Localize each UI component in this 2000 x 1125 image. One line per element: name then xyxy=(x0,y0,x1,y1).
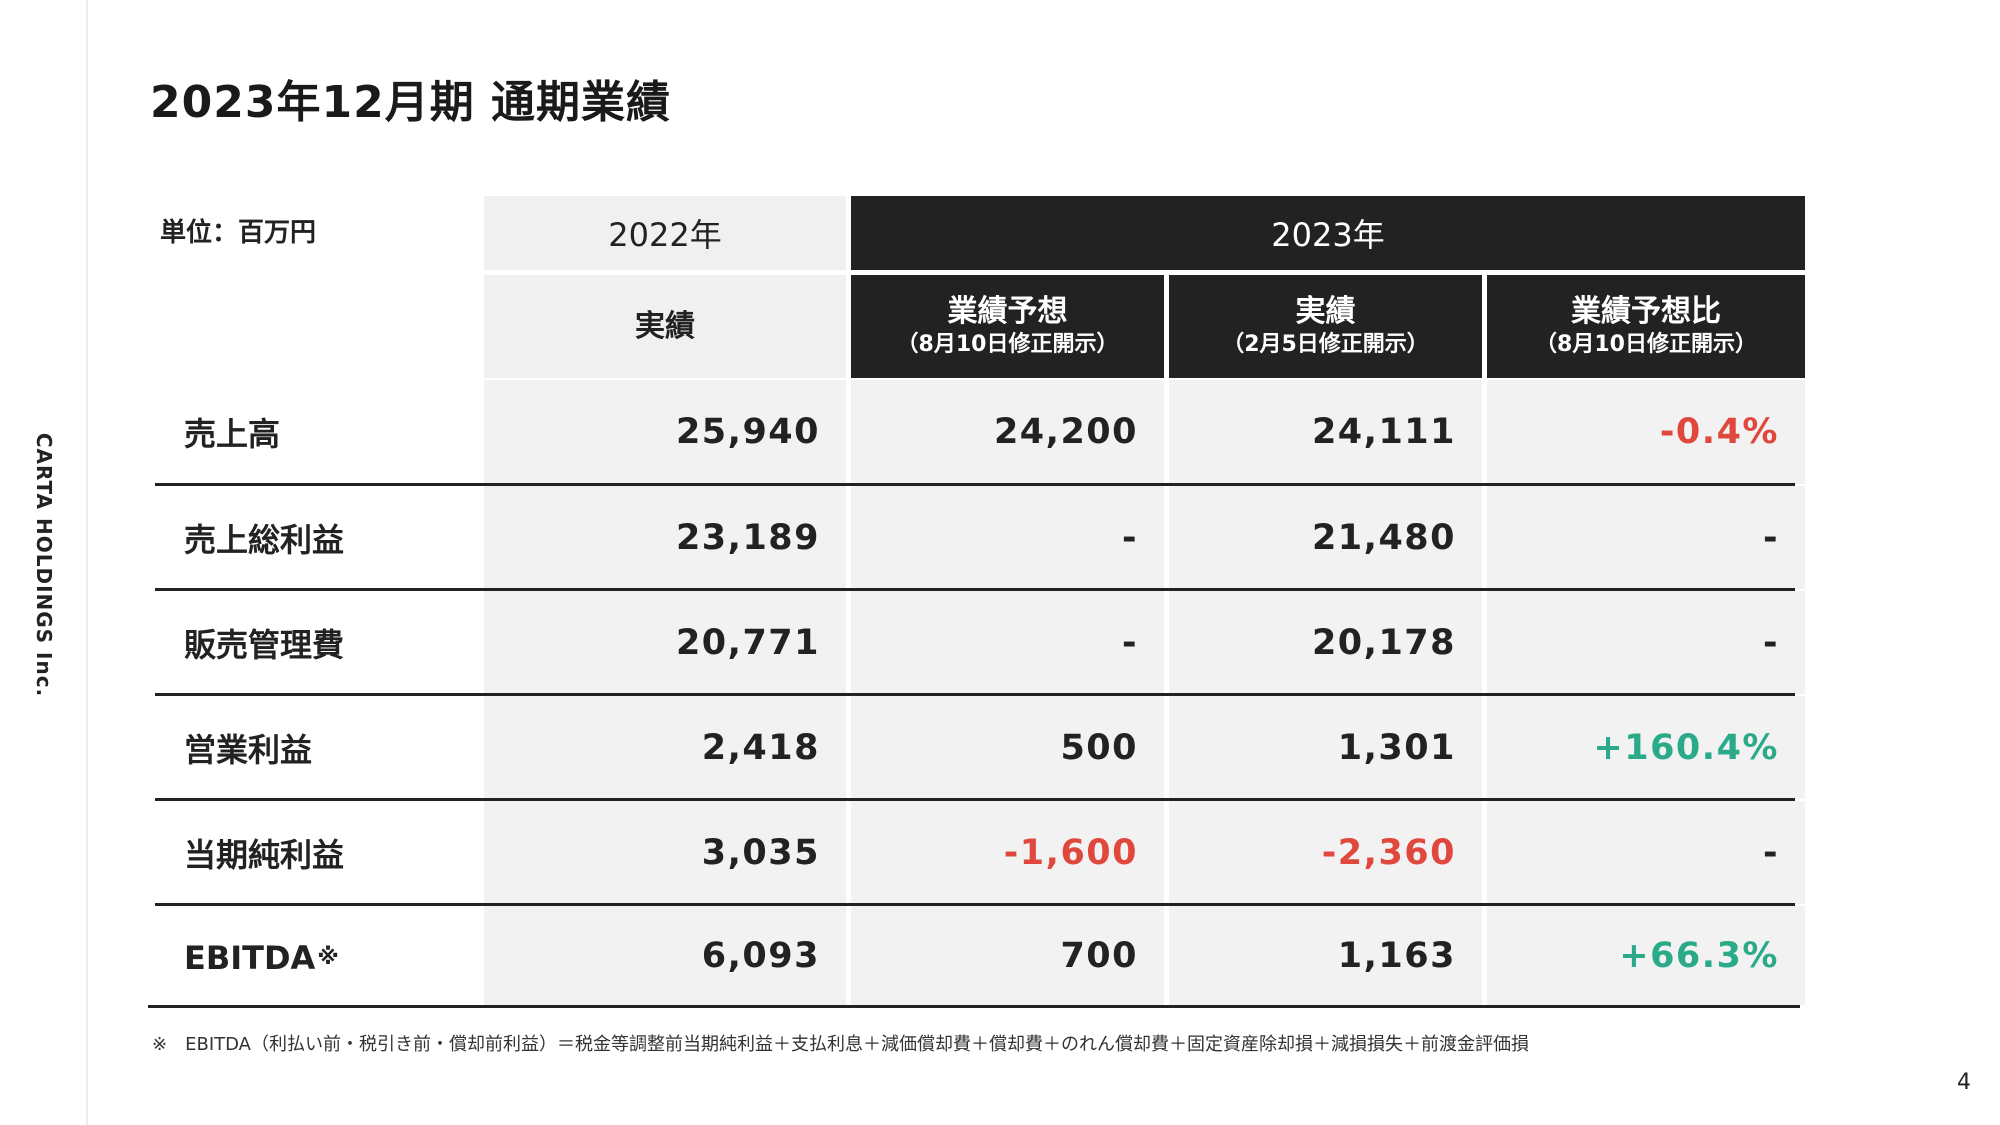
value: 20,178 xyxy=(1311,622,1456,663)
header-vs-forecast-note: （8月10日修正開示） xyxy=(1535,331,1757,357)
row-label-operating-income: 営業利益 xyxy=(184,696,314,800)
header-year-2023: 2023年 xyxy=(851,196,1805,270)
cell-net-income-forecast: -1,600 xyxy=(851,801,1164,904)
row-label-text: 営業利益 xyxy=(184,731,313,769)
cell-gross-profit-ratio: - xyxy=(1487,486,1805,589)
row-label-gross-profit: 売上総利益 xyxy=(184,486,346,590)
cell-net-sales-ratio: -0.4% xyxy=(1487,380,1805,484)
value: 23,189 xyxy=(675,517,820,558)
value: 2,418 xyxy=(701,727,820,768)
row-divider xyxy=(155,693,1795,696)
cell-gross-profit-2023: 21,480 xyxy=(1169,486,1482,589)
row-label-net-sales: 売上高 xyxy=(184,380,282,484)
value: -0.4% xyxy=(1659,412,1779,452)
value: 3,035 xyxy=(701,832,820,873)
value: -1,600 xyxy=(1003,832,1138,873)
cell-sga-2022: 20,771 xyxy=(484,591,846,694)
value: 500 xyxy=(1060,727,1138,768)
value: 700 xyxy=(1060,935,1138,976)
cell-net-sales-2023: 24,111 xyxy=(1169,380,1482,484)
cell-sga-forecast: - xyxy=(851,591,1164,694)
value: -2,360 xyxy=(1321,832,1456,873)
header-forecast-note: （8月10日修正開示） xyxy=(896,331,1119,357)
header-actual-2022: 実績 xyxy=(484,275,846,378)
value: 24,111 xyxy=(1311,412,1456,452)
row-label-text: 当期純利益 xyxy=(184,836,345,874)
page-number: 4 xyxy=(1957,1070,1971,1095)
value: 25,940 xyxy=(675,412,820,452)
value: - xyxy=(1762,622,1779,663)
row-label-text: 売上高 xyxy=(184,415,281,453)
value: 6,093 xyxy=(701,935,820,976)
value: 24,200 xyxy=(993,412,1138,452)
header-actual-2023: 実績 （2月5日修正開示） xyxy=(1169,275,1482,378)
header-actual-2022-label: 実績 xyxy=(635,308,695,344)
row-divider xyxy=(155,588,1795,591)
cell-ebitda-2023: 1,163 xyxy=(1169,906,1482,1005)
cell-net-sales-forecast: 24,200 xyxy=(851,380,1164,484)
value: +66.3% xyxy=(1619,935,1779,976)
row-label-text: 売上総利益 xyxy=(184,521,345,559)
table-bottom-rule xyxy=(148,1005,1800,1008)
header-actual-2023-note: （2月5日修正開示） xyxy=(1222,331,1429,357)
cell-operating-income-forecast: 500 xyxy=(851,696,1164,799)
value: - xyxy=(1762,832,1779,873)
value: 21,480 xyxy=(1311,517,1456,558)
cell-net-income-2023: -2,360 xyxy=(1169,801,1482,904)
cell-net-income-ratio: - xyxy=(1487,801,1805,904)
left-sidebar: CARTA HOLDINGS Inc. xyxy=(0,0,88,1125)
row-label-text: EBITDA xyxy=(184,939,316,977)
header-forecast: 業績予想 （8月10日修正開示） xyxy=(851,275,1164,378)
footnote-text: EBITDA（利払い前・税引き前・償却前利益）＝税金等調整前当期純利益＋支払利息… xyxy=(185,1034,1529,1055)
row-divider xyxy=(155,483,1795,486)
header-forecast-label: 業績予想 xyxy=(947,294,1068,330)
unit-label: 単位：百万円 xyxy=(160,218,317,248)
header-year-2022: 2022年 xyxy=(484,196,846,270)
cell-operating-income-ratio: +160.4% xyxy=(1487,696,1805,799)
cell-net-income-2022: 3,035 xyxy=(484,801,846,904)
company-name: CARTA HOLDINGS Inc. xyxy=(32,432,56,698)
cell-gross-profit-forecast: - xyxy=(851,486,1164,589)
cell-operating-income-2022: 2,418 xyxy=(484,696,846,799)
row-divider xyxy=(155,798,1795,801)
cell-operating-income-2023: 1,301 xyxy=(1169,696,1482,799)
header-year-2023-label: 2023年 xyxy=(1271,216,1385,254)
value: 1,301 xyxy=(1337,727,1456,768)
header-vs-forecast: 業績予想比 （8月10日修正開示） xyxy=(1487,275,1805,378)
row-label-ebitda: EBITDA ※ xyxy=(184,939,339,977)
row-divider xyxy=(155,903,1795,906)
cell-ebitda-ratio: +66.3% xyxy=(1487,906,1805,1005)
cell-net-sales-2022: 25,940 xyxy=(484,380,846,484)
value: 1,163 xyxy=(1337,935,1456,976)
value: - xyxy=(1762,517,1779,558)
cell-sga-2023: 20,178 xyxy=(1169,591,1482,694)
cell-ebitda-forecast: 700 xyxy=(851,906,1164,1005)
cell-sga-ratio: - xyxy=(1487,591,1805,694)
value: - xyxy=(1121,517,1138,558)
cell-gross-profit-2022: 23,189 xyxy=(484,486,846,589)
page-title: 2023年12月期 通期業績 xyxy=(150,77,672,128)
row-label-sga: 販売管理費 xyxy=(184,591,346,695)
header-vs-forecast-label: 業績予想比 xyxy=(1571,294,1721,330)
cell-ebitda-2022: 6,093 xyxy=(484,906,846,1005)
row-label-net-income: 当期純利益 xyxy=(184,801,346,905)
header-actual-2023-label: 実績 xyxy=(1295,294,1356,330)
footnote: ※ EBITDA（利払い前・税引き前・償却前利益）＝税金等調整前当期純利益＋支払利… xyxy=(152,1030,1529,1056)
value: - xyxy=(1121,622,1138,663)
header-year-2022-label: 2022年 xyxy=(608,216,722,254)
row-label-text: 販売管理費 xyxy=(184,626,345,664)
value: +160.4% xyxy=(1593,727,1779,768)
value: 20,771 xyxy=(675,622,820,663)
footnote-mark: ※ xyxy=(152,1034,168,1055)
